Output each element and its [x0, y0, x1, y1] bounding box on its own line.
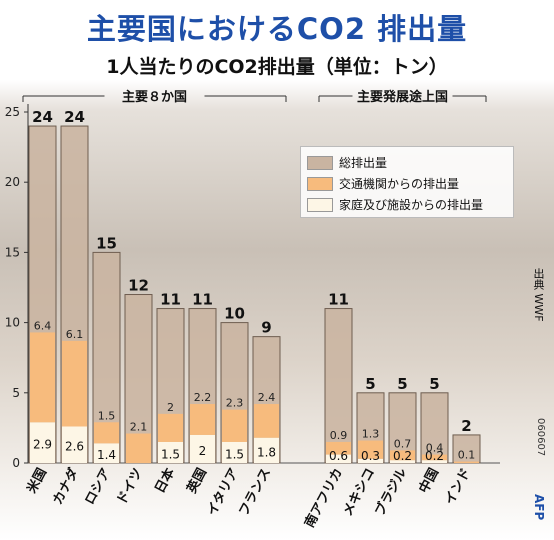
bar-transport: [94, 422, 119, 444]
bar-household: [254, 437, 279, 463]
total-value-label: 24: [32, 108, 53, 126]
bar-transport: [390, 450, 415, 461]
bar-total: [324, 308, 353, 464]
bar-transport: [358, 440, 383, 459]
category-label: 米国: [24, 465, 50, 495]
total-value-label: 2: [461, 417, 471, 435]
transport-value-label: 2: [167, 401, 174, 414]
bar-household: [422, 460, 447, 463]
category-label: 日本: [152, 465, 178, 495]
household-value-label: 2: [199, 444, 207, 458]
bar-total: [420, 392, 449, 464]
chart-legend: 総排出量 交通機関からの排出量 家庭及び施設からの排出量: [300, 146, 514, 218]
transport-value-label: 6.1: [66, 328, 84, 341]
bar-household: [190, 434, 215, 463]
transport-value-label: 0.9: [330, 429, 348, 442]
bar-transport: [454, 461, 479, 463]
category-label: 中国: [416, 465, 442, 495]
transport-value-label: 2.4: [258, 391, 276, 404]
transport-value-label: 0.1: [458, 449, 476, 462]
y-tick-label: 10: [5, 316, 20, 330]
bar-transport: [190, 404, 215, 435]
category-label: フランス: [236, 466, 274, 519]
group-label: 主要発展途上国: [357, 89, 448, 105]
y-tick-label: 5: [12, 386, 20, 400]
legend-swatch-transport: [307, 176, 333, 191]
bar-household: [222, 441, 247, 463]
legend-swatch-total: [307, 155, 333, 170]
bar-transport: [126, 433, 151, 463]
transport-value-label: 1.3: [362, 428, 380, 441]
household-value-label: 0.2: [425, 449, 444, 463]
total-value-label: 11: [328, 291, 349, 309]
credit-logo: AFP: [532, 494, 546, 521]
transport-value-label: 2.1: [130, 421, 148, 434]
legend-item-transport: 交通機関からの排出量: [307, 173, 507, 194]
transport-value-label: 0.7: [394, 437, 412, 450]
bar-household: [30, 422, 55, 463]
household-value-label: 0.2: [393, 449, 412, 463]
legend-label-total: 総排出量: [339, 156, 388, 170]
total-value-label: 12: [128, 277, 149, 295]
transport-value-label: 2.3: [226, 397, 244, 410]
bar-household: [390, 460, 415, 463]
legend-item-household: 家庭及び施設からの排出量: [307, 194, 507, 215]
household-value-label: 1.5: [225, 447, 244, 461]
category-label: インド: [442, 466, 474, 507]
bar-transport: [30, 332, 55, 423]
legend-swatch-household: [307, 197, 333, 212]
transport-value-label: 1.5: [98, 409, 116, 422]
total-value-label: 15: [96, 234, 117, 252]
source-note: 出典 WWF: [532, 268, 545, 322]
image-code: 060607: [535, 418, 546, 457]
bar-total: [452, 434, 481, 464]
y-tick-label: 0: [12, 456, 20, 470]
total-value-label: 11: [192, 291, 213, 309]
transport-value-label: 0.4: [426, 442, 444, 455]
bar-transport: [326, 441, 351, 455]
group-label: 主要８か国: [122, 89, 187, 105]
household-value-label: 0.3: [361, 449, 380, 463]
y-tick-label: 15: [5, 245, 20, 259]
transport-value-label: 2.2: [194, 391, 212, 404]
total-value-label: 5: [429, 375, 439, 393]
bar-transport: [422, 454, 447, 461]
total-value-label: 10: [224, 305, 245, 323]
household-value-label: 2.6: [65, 440, 84, 454]
household-value-label: 0.6: [329, 449, 348, 463]
bar-transport: [62, 340, 87, 427]
total-value-label: 9: [261, 319, 271, 337]
category-label: ドイツ: [114, 466, 146, 507]
total-value-label: 24: [64, 108, 85, 126]
household-value-label: 1.4: [97, 448, 116, 462]
transport-value-label: 6.4: [34, 319, 52, 332]
legend-label-household: 家庭及び施設からの排出量: [339, 198, 484, 212]
bar-household: [358, 458, 383, 463]
bar-transport: [222, 409, 247, 442]
chart-title: 1人当たりのCO2排出量（単位：トン）: [106, 56, 448, 78]
bar-household: [326, 454, 351, 463]
page-title: 主要国におけるCO2 排出量: [86, 12, 468, 46]
bar-transport: [254, 404, 279, 438]
household-value-label: 1.8: [257, 445, 276, 459]
household-value-label: 2.9: [33, 438, 52, 452]
bar-transport: [158, 413, 183, 442]
y-tick-label: 20: [5, 175, 20, 189]
bar-household: [62, 426, 87, 463]
household-value-label: 1.5: [161, 447, 180, 461]
category-label: 英国: [183, 465, 210, 496]
category-label: カナダ: [50, 465, 82, 507]
legend-item-total: 総排出量: [307, 152, 507, 173]
y-tick-label: 25: [5, 105, 20, 119]
total-value-label: 5: [397, 375, 407, 393]
legend-label-transport: 交通機関からの排出量: [339, 177, 460, 191]
category-label: 南アフリカ: [301, 465, 346, 530]
total-value-label: 5: [365, 375, 375, 393]
category-label: ロシア: [82, 466, 114, 507]
bar-household: [94, 443, 119, 463]
total-value-label: 11: [160, 291, 181, 309]
bar-household: [158, 441, 183, 463]
